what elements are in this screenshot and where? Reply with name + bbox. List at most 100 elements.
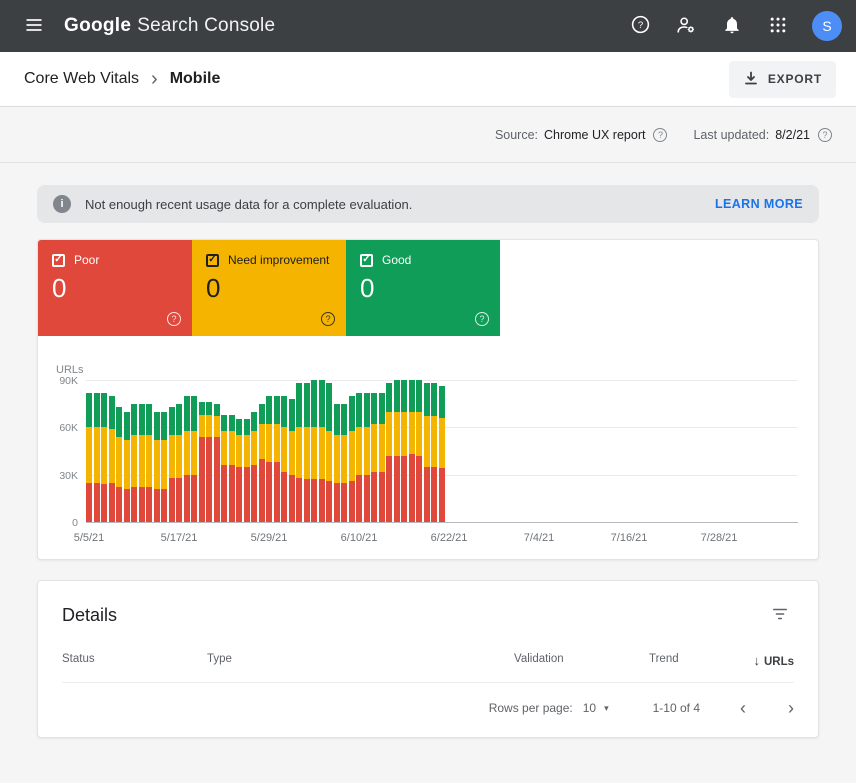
bell-icon	[722, 15, 742, 38]
stacked-bar[interactable]	[108, 395, 115, 522]
download-icon	[743, 70, 759, 89]
column-validation: Validation	[514, 653, 564, 665]
stacked-bar[interactable]	[153, 411, 160, 522]
good-checkbox[interactable]: ✓	[360, 253, 373, 267]
hamburger-icon	[24, 15, 44, 38]
tile-poor-value: 0	[52, 273, 67, 303]
stacked-bar[interactable]	[356, 392, 362, 522]
last-updated-help-icon[interactable]: ?	[818, 127, 832, 142]
stacked-bar[interactable]	[378, 392, 385, 522]
stacked-bar[interactable]	[191, 395, 197, 522]
plot-area	[86, 380, 798, 523]
learn-more-link[interactable]: LEARN MORE	[714, 197, 803, 211]
column-trend: Trend	[649, 653, 679, 665]
stacked-bar[interactable]	[198, 402, 205, 522]
stacked-bar[interactable]	[423, 383, 430, 522]
info-icon: i	[53, 195, 71, 213]
stacked-bar[interactable]	[86, 392, 92, 522]
stacked-bar[interactable]	[363, 392, 370, 522]
logo-product-name: Search Console	[137, 15, 276, 36]
sort-descending-icon: ↓	[753, 653, 760, 668]
stacked-bar[interactable]	[101, 392, 107, 522]
stacked-bar[interactable]	[318, 380, 325, 522]
export-button[interactable]: EXPORT	[728, 60, 836, 98]
stacked-bar[interactable]	[303, 383, 310, 522]
stacked-bar[interactable]	[288, 398, 295, 522]
stacked-bar[interactable]	[266, 395, 272, 522]
stacked-bar[interactable]	[168, 406, 175, 522]
y-axis-labels: 90K 60K 30K 0	[59, 375, 78, 529]
tile-good-help-icon[interactable]: ?	[475, 312, 489, 326]
stacked-bar[interactable]	[131, 403, 137, 522]
x-axis-labels: 5/5/21 5/17/21 5/29/21 6/10/21 6/22/21 7/4/21…	[73, 532, 738, 544]
stacked-bar[interactable]	[348, 395, 355, 522]
stacked-bar[interactable]	[281, 395, 287, 522]
stacked-bar[interactable]	[326, 383, 332, 522]
tile-poor-help-icon[interactable]: ?	[167, 312, 181, 326]
stacked-bar[interactable]	[341, 403, 347, 522]
stacked-bar[interactable]	[221, 414, 227, 522]
tile-good-value: 0	[360, 273, 375, 303]
tile-good[interactable]: ✓ Good 0 ?	[346, 240, 500, 336]
rows-per-page-select[interactable]: 10 ▾	[582, 701, 609, 715]
stacked-bar[interactable]	[371, 392, 377, 522]
previous-page-button[interactable]: ‹	[740, 698, 746, 718]
stacked-bar[interactable]	[213, 403, 220, 522]
column-type: Type	[207, 653, 232, 665]
dropdown-caret-icon: ▾	[604, 702, 609, 713]
stacked-bar[interactable]	[258, 403, 265, 522]
tile-need-improvement[interactable]: ✓ Need improvement 0 ?	[192, 240, 346, 336]
stacked-bar[interactable]	[123, 411, 130, 522]
page-title: Mobile	[169, 70, 221, 87]
stacked-bar[interactable]	[146, 403, 152, 522]
y-axis-title: URLs	[56, 364, 84, 376]
poor-checkbox[interactable]: ✓	[52, 253, 65, 267]
notifications-button[interactable]	[712, 6, 752, 46]
stacked-bar[interactable]	[431, 383, 437, 522]
stacked-bar[interactable]	[408, 380, 415, 522]
breadcrumb-section-link[interactable]: Core Web Vitals	[24, 70, 140, 87]
stacked-bar[interactable]	[438, 386, 445, 522]
help-button[interactable]: ?	[620, 6, 660, 46]
chart-card: ✓ Poor 0 ? ✓ Need improvement 0 ? ✓ Good…	[37, 239, 819, 560]
filter-icon	[771, 606, 789, 625]
account-avatar[interactable]: S	[812, 11, 842, 41]
stacked-bar[interactable]	[206, 402, 212, 522]
stacked-bar[interactable]	[273, 395, 280, 522]
stacked-bar[interactable]	[393, 380, 400, 522]
menu-button[interactable]	[14, 6, 54, 46]
column-urls-sort[interactable]: ↓ URLs	[753, 653, 794, 668]
stacked-bar[interactable]	[176, 403, 182, 522]
next-page-button[interactable]: ›	[788, 698, 794, 718]
need-improvement-checkbox[interactable]: ✓	[206, 253, 219, 267]
status-tiles: ✓ Poor 0 ? ✓ Need improvement 0 ? ✓ Good…	[38, 240, 818, 336]
stacked-bar[interactable]	[251, 411, 257, 522]
stacked-bar[interactable]	[401, 380, 407, 522]
stacked-bar[interactable]	[116, 406, 122, 522]
stacked-bar[interactable]	[236, 419, 242, 522]
apps-grid-icon	[768, 15, 788, 38]
tile-poor[interactable]: ✓ Poor 0 ?	[38, 240, 192, 336]
app-header: Google Search Console ?	[0, 0, 856, 52]
stacked-bar[interactable]	[416, 380, 422, 522]
stacked-bar[interactable]	[386, 383, 392, 522]
source-help-icon[interactable]: ?	[653, 127, 668, 142]
column-status: Status	[62, 653, 95, 665]
stacked-bar[interactable]	[243, 419, 250, 522]
details-title: Details	[62, 604, 118, 625]
stacked-bar[interactable]	[311, 380, 317, 522]
stacked-bar[interactable]	[333, 403, 340, 522]
stacked-bar[interactable]	[138, 403, 145, 522]
meta-row: Source: Chrome UX report ? Last updated:…	[0, 107, 856, 163]
stacked-bar[interactable]	[183, 395, 190, 522]
apps-button[interactable]	[758, 6, 798, 46]
tile-need-improvement-help-icon[interactable]: ?	[321, 312, 335, 326]
pagination: Rows per page: 10 ▾ 1-10 of 4 ‹ ›	[62, 683, 794, 737]
stacked-bar[interactable]	[93, 392, 100, 522]
filter-button[interactable]	[766, 603, 794, 627]
stacked-bar[interactable]	[161, 411, 167, 522]
stacked-bar[interactable]	[296, 383, 302, 522]
account-settings-button[interactable]	[666, 6, 706, 46]
stacked-bar[interactable]	[228, 414, 235, 522]
svg-text:?: ?	[637, 20, 642, 31]
